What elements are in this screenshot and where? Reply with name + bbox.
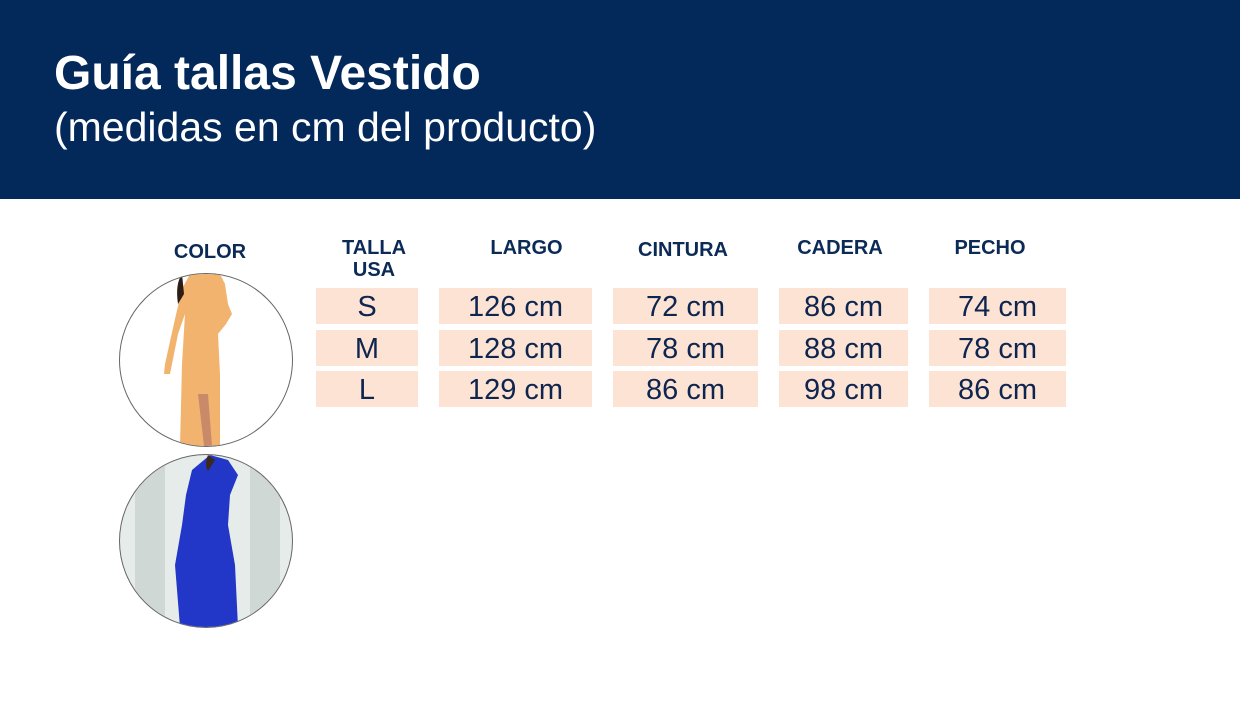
cadera-header: CADERA	[797, 237, 883, 259]
pecho-cell: 78 cm	[929, 330, 1066, 366]
orange-dress-image	[119, 273, 293, 447]
pecho-cell: 74 cm	[929, 288, 1066, 324]
cintura-header: CINTURA	[638, 239, 728, 261]
talla-header-line1: TALLA	[341, 237, 407, 259]
talla-header-line2: USA	[352, 259, 396, 281]
pecho-header: PECHO	[954, 237, 1026, 259]
cintura-cell: 78 cm	[613, 330, 758, 366]
talla-cell: M	[316, 330, 418, 366]
header-banner: Guía tallas Vestido (medidas en cm del p…	[0, 0, 1240, 199]
largo-cell: 128 cm	[439, 330, 592, 366]
cadera-cell: 98 cm	[779, 371, 908, 407]
talla-cell: S	[316, 288, 418, 324]
cintura-cell: 86 cm	[613, 371, 758, 407]
cadera-cell: 86 cm	[779, 288, 908, 324]
cintura-cell: 72 cm	[613, 288, 758, 324]
blue-dress-image	[119, 454, 293, 628]
largo-header: LARGO	[490, 237, 563, 259]
page-title: Guía tallas Vestido	[54, 47, 481, 100]
talla-cell: L	[316, 371, 418, 407]
talla-header: TALLA USA	[316, 237, 432, 281]
largo-cell: 126 cm	[439, 288, 592, 324]
largo-cell: 129 cm	[439, 371, 592, 407]
cadera-cell: 88 cm	[779, 330, 908, 366]
page-subtitle: (medidas en cm del producto)	[54, 104, 597, 150]
pecho-cell: 86 cm	[929, 371, 1066, 407]
color-header: COLOR	[173, 241, 247, 263]
